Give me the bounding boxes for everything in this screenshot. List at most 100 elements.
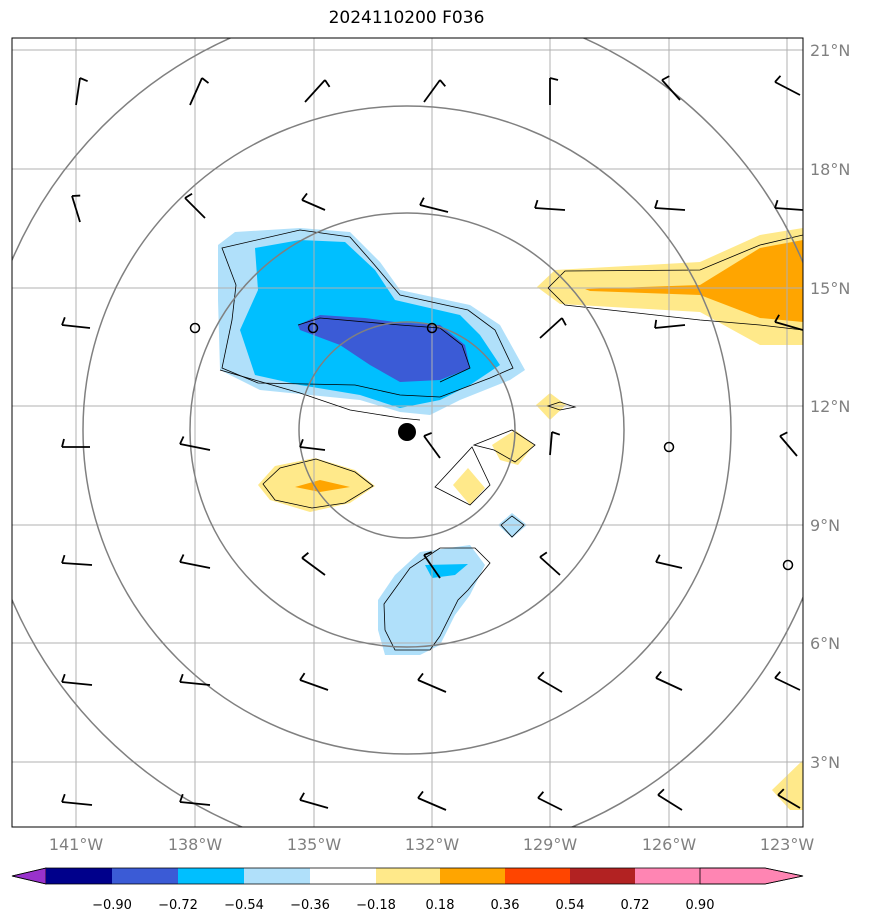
lon-tick-label: 129°W [523, 835, 578, 854]
wind-barb [299, 792, 329, 809]
colorbar-bin [440, 868, 505, 884]
wind-barb [549, 77, 559, 105]
lon-tick-label: 123°W [760, 835, 815, 854]
wind-barb [655, 554, 683, 569]
calm-wind-circle [307, 322, 319, 334]
contour-line [221, 229, 514, 398]
wind-barb [179, 436, 211, 451]
wind-barb [779, 431, 798, 457]
wind-barb [179, 793, 211, 806]
contour-line [297, 317, 471, 383]
wind-barb [655, 671, 683, 691]
contour-line [546, 401, 577, 411]
wind-barbs [61, 75, 803, 811]
colorbar-bin [570, 868, 635, 884]
wind-barb [539, 317, 567, 339]
colorbar-label: −0.90 [92, 898, 132, 913]
colorbar-bin [178, 868, 244, 884]
wind-barb [61, 673, 93, 686]
colorbar-extend-low [11, 867, 47, 885]
wind-barb [534, 199, 566, 211]
range-ring [12, 38, 803, 827]
lat-tick-label: 15°N [810, 279, 850, 298]
contour-line [547, 287, 803, 331]
shade-orange-east [585, 240, 803, 322]
lon-tick-label: 126°W [642, 835, 697, 854]
map-frame [11, 37, 804, 828]
colorbar-bin [376, 868, 440, 884]
wind-barb [189, 77, 210, 106]
range-ring [298, 321, 516, 539]
wind-barb [419, 197, 449, 213]
wind-barb [774, 671, 801, 691]
colorbar-label: −0.36 [290, 898, 330, 913]
contour-outlines [219, 229, 803, 651]
wind-barb [549, 431, 561, 456]
lat-tick-label: 9°N [810, 516, 840, 535]
contour-line [434, 446, 491, 506]
colorbar-bin [46, 868, 112, 884]
colorbar: −0.90 −0.72 −0.54 −0.36 −0.18 0.18 0.36 … [11, 867, 804, 913]
lon-tick-label: 141°W [49, 835, 104, 854]
wind-barb [179, 554, 211, 569]
wind-barb [423, 79, 446, 103]
range-rings [12, 38, 803, 827]
range-ring [189, 212, 625, 648]
wind-barb [423, 551, 441, 579]
wind-barb [774, 314, 803, 331]
colorbar-bin [244, 868, 310, 884]
shade-orange-west [295, 480, 350, 492]
lat-tick-label: 3°N [810, 753, 840, 772]
lon-tick-label: 132°W [405, 835, 460, 854]
contour-line [500, 515, 525, 538]
wind-barb [654, 319, 686, 329]
wind-barb [61, 438, 90, 448]
shade-yellow-cell-south [453, 468, 485, 505]
lon-tick-label: 135°W [287, 835, 342, 854]
wind-barb [654, 199, 686, 211]
wind-barb [179, 673, 211, 686]
colorbar-label: −0.54 [224, 898, 264, 913]
colorbar-bin [112, 868, 178, 884]
colorbar-label: 0.36 [491, 898, 520, 913]
storm-center-marker [398, 423, 416, 441]
wind-barb [301, 552, 326, 576]
wind-barb [184, 192, 206, 219]
colorbar-label: 0.18 [426, 898, 455, 913]
wind-barb [75, 77, 88, 106]
colorbar-bin [310, 868, 376, 884]
wind-barb [661, 75, 681, 101]
colorbar-label: −0.72 [158, 898, 198, 913]
colorbar-extend-high [699, 867, 804, 885]
lat-tick-label: 12°N [810, 397, 850, 416]
wind-barb [301, 192, 326, 211]
colorbar-label: 0.90 [686, 898, 715, 913]
contour-line [262, 458, 374, 509]
wind-barb [304, 79, 331, 103]
lon-tick-label: 138°W [168, 835, 223, 854]
gridlines [12, 38, 803, 827]
wind-barb [61, 554, 93, 566]
wind-barb [774, 199, 803, 211]
contour-line [472, 429, 536, 463]
wind-barb [417, 672, 447, 693]
colorbar-label: 0.54 [556, 898, 585, 913]
colorbar-bin [505, 868, 570, 884]
wind-barb [417, 790, 447, 811]
calm-wind-circle [663, 441, 675, 453]
calm-wind-circle [782, 559, 794, 571]
calm-wind-circle [189, 322, 201, 334]
lat-tick-label: 18°N [810, 160, 850, 179]
wind-barb [299, 438, 326, 451]
calm-wind-circle [426, 322, 438, 334]
contour-line [547, 234, 803, 289]
colorbar-label: −0.18 [356, 898, 396, 913]
lat-labels: 21°N 18°N 15°N 12°N 9°N 6°N 3°N [810, 41, 850, 772]
wind-barb [299, 672, 329, 691]
shade-royal-large [298, 315, 470, 382]
range-ring [82, 105, 732, 755]
wind-barb [539, 551, 561, 576]
lon-labels: 141°W 138°W 135°W 132°W 129°W 126°W 123°… [49, 835, 815, 854]
wind-barb [423, 432, 441, 459]
